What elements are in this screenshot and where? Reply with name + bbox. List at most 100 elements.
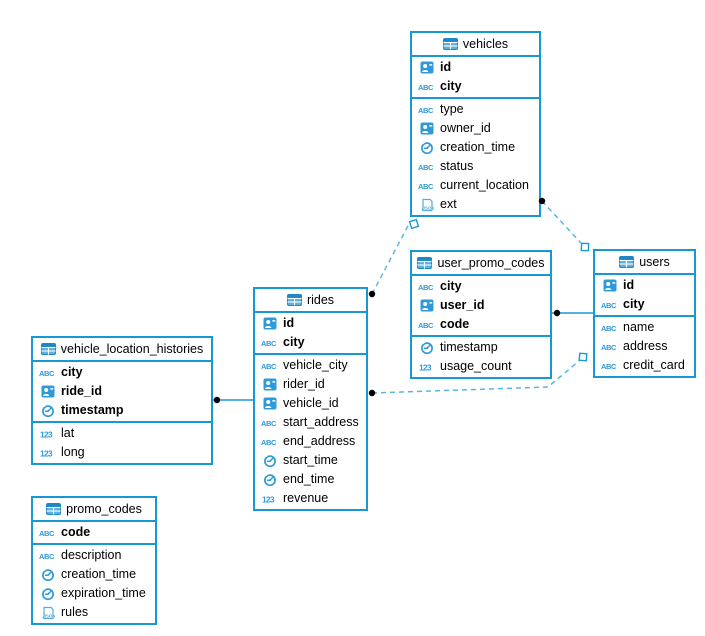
text-type-icon: ABC bbox=[417, 82, 436, 92]
column-users-city[interactable]: ABC city bbox=[595, 295, 694, 314]
column-name: revenue bbox=[283, 491, 329, 505]
column-name: city bbox=[440, 79, 462, 93]
table-vehicles[interactable]: vehicles id ABC city ABC type owner_id creation… bbox=[410, 31, 541, 217]
primary-key-section: ABC city ride_id timestamp bbox=[33, 362, 211, 421]
column-vehicle_location_histories-ride_id[interactable]: ride_id bbox=[33, 382, 211, 401]
column-name: start_address bbox=[283, 415, 359, 429]
column-vehicles-id[interactable]: id bbox=[412, 58, 539, 77]
column-vehicle_location_histories-lat[interactable]: 123 lat bbox=[33, 424, 211, 443]
number-type-icon: 123 bbox=[38, 448, 57, 458]
primary-key-section: ABC city user_id ABC code bbox=[412, 276, 550, 335]
relationship-vehicles-to-users[interactable] bbox=[541, 200, 582, 244]
table-grid-icon bbox=[40, 343, 56, 355]
table-header-vehicles[interactable]: vehicles bbox=[412, 33, 539, 57]
column-promo_codes-expiration_time[interactable]: expiration_time bbox=[33, 584, 155, 603]
text-type-icon: ABC bbox=[38, 368, 57, 378]
column-vehicles-current_location[interactable]: ABC current_location bbox=[412, 176, 539, 195]
column-vehicle_location_histories-timestamp[interactable]: timestamp bbox=[33, 401, 211, 420]
column-promo_codes-description[interactable]: ABC description bbox=[33, 546, 155, 565]
column-vehicles-creation_time[interactable]: creation_time bbox=[412, 138, 539, 157]
text-type-icon: ABC bbox=[260, 361, 279, 371]
time-type-icon bbox=[417, 141, 436, 155]
column-vehicles-ext[interactable]: JSON ext bbox=[412, 195, 539, 214]
column-rides-vehicle_city[interactable]: ABC vehicle_city bbox=[255, 356, 366, 375]
table-grid-icon bbox=[417, 257, 433, 269]
column-vehicle_location_histories-long[interactable]: 123 long bbox=[33, 443, 211, 462]
column-name: creation_time bbox=[61, 567, 137, 581]
svg-text:ABC: ABC bbox=[418, 163, 434, 172]
text-type-icon: ABC bbox=[600, 300, 619, 310]
column-users-address[interactable]: ABC address bbox=[595, 337, 694, 356]
column-rides-end_time[interactable]: end_time bbox=[255, 470, 366, 489]
text-type-icon: ABC bbox=[417, 282, 436, 292]
svg-text:ABC: ABC bbox=[418, 283, 434, 292]
columns-section: ABC description creation_time expiration_ti… bbox=[33, 543, 155, 623]
column-name: city bbox=[283, 335, 305, 349]
table-header-promo_codes[interactable]: promo_codes bbox=[33, 498, 155, 522]
column-name: status bbox=[440, 159, 474, 173]
column-users-id[interactable]: id bbox=[595, 276, 694, 295]
column-promo_codes-code[interactable]: ABC code bbox=[33, 523, 155, 542]
column-rides-city[interactable]: ABC city bbox=[255, 333, 366, 352]
column-user_promo_codes-city[interactable]: ABC city bbox=[412, 277, 550, 296]
column-vehicle_location_histories-city[interactable]: ABC city bbox=[33, 363, 211, 382]
column-vehicles-status[interactable]: ABC status bbox=[412, 157, 539, 176]
id-badge-icon bbox=[417, 61, 436, 74]
relationship-diamond-marker bbox=[408, 218, 420, 230]
column-promo_codes-rules[interactable]: JSON rules bbox=[33, 603, 155, 622]
table-header-rides[interactable]: rides bbox=[255, 289, 366, 313]
column-rides-start_address[interactable]: ABC start_address bbox=[255, 413, 366, 432]
column-name: id bbox=[623, 278, 635, 292]
column-name: user_id bbox=[440, 298, 485, 312]
svg-text:ABC: ABC bbox=[261, 339, 277, 348]
id-badge-icon bbox=[38, 385, 57, 398]
table-title: users bbox=[639, 255, 670, 269]
table-users[interactable]: users id ABC city ABC name ABC address ABC credit… bbox=[593, 249, 696, 378]
column-user_promo_codes-user_id[interactable]: user_id bbox=[412, 296, 550, 315]
column-users-name[interactable]: ABC name bbox=[595, 318, 694, 337]
column-user_promo_codes-timestamp[interactable]: timestamp bbox=[412, 338, 550, 357]
column-promo_codes-creation_time[interactable]: creation_time bbox=[33, 565, 155, 584]
relationship-endpoint-dot bbox=[213, 396, 221, 404]
column-name: address bbox=[623, 339, 668, 353]
column-user_promo_codes-code[interactable]: ABC code bbox=[412, 315, 550, 334]
svg-text:ABC: ABC bbox=[601, 301, 617, 310]
column-user_promo_codes-usage_count[interactable]: 123 usage_count bbox=[412, 357, 550, 376]
column-rides-id[interactable]: id bbox=[255, 314, 366, 333]
table-header-users[interactable]: users bbox=[595, 251, 694, 275]
svg-text:JSON: JSON bbox=[43, 613, 55, 618]
relationship-rides-to-vehicles[interactable] bbox=[371, 221, 411, 295]
column-rides-start_time[interactable]: start_time bbox=[255, 451, 366, 470]
table-user_promo_codes[interactable]: user_promo_codes ABC city user_id ABC code tim… bbox=[410, 250, 552, 379]
column-rides-end_address[interactable]: ABC end_address bbox=[255, 432, 366, 451]
column-name: start_time bbox=[283, 453, 338, 467]
column-name: end_time bbox=[283, 472, 335, 486]
column-rides-revenue[interactable]: 123 revenue bbox=[255, 489, 366, 508]
column-vehicles-owner_id[interactable]: owner_id bbox=[412, 119, 539, 138]
column-users-credit_card[interactable]: ABC credit_card bbox=[595, 356, 694, 375]
column-vehicles-type[interactable]: ABC type bbox=[412, 100, 539, 119]
column-name: vehicle_city bbox=[283, 358, 348, 372]
column-rides-vehicle_id[interactable]: vehicle_id bbox=[255, 394, 366, 413]
number-type-icon: 123 bbox=[38, 429, 57, 439]
column-rides-rider_id[interactable]: rider_id bbox=[255, 375, 366, 394]
table-vehicle_location_histories[interactable]: vehicle_location_histories ABC city ride_id… bbox=[31, 336, 213, 465]
relationship-endpoint-dot bbox=[553, 309, 561, 317]
time-type-icon bbox=[260, 473, 279, 487]
svg-text:ABC: ABC bbox=[39, 529, 55, 538]
json-type-icon: JSON bbox=[417, 198, 436, 212]
column-name: rules bbox=[61, 605, 89, 619]
svg-text:ABC: ABC bbox=[261, 419, 277, 428]
column-vehicles-city[interactable]: ABC city bbox=[412, 77, 539, 96]
table-header-user_promo_codes[interactable]: user_promo_codes bbox=[412, 252, 550, 276]
text-type-icon: ABC bbox=[260, 437, 279, 447]
text-type-icon: ABC bbox=[417, 320, 436, 330]
table-promo_codes[interactable]: promo_codes ABC code ABC description creation… bbox=[31, 496, 157, 625]
table-header-vehicle_location_histories[interactable]: vehicle_location_histories bbox=[33, 338, 211, 362]
column-name: owner_id bbox=[440, 121, 491, 135]
column-name: city bbox=[440, 279, 462, 293]
column-name: timestamp bbox=[61, 403, 124, 417]
svg-text:ABC: ABC bbox=[601, 324, 617, 333]
column-name: rider_id bbox=[283, 377, 325, 391]
